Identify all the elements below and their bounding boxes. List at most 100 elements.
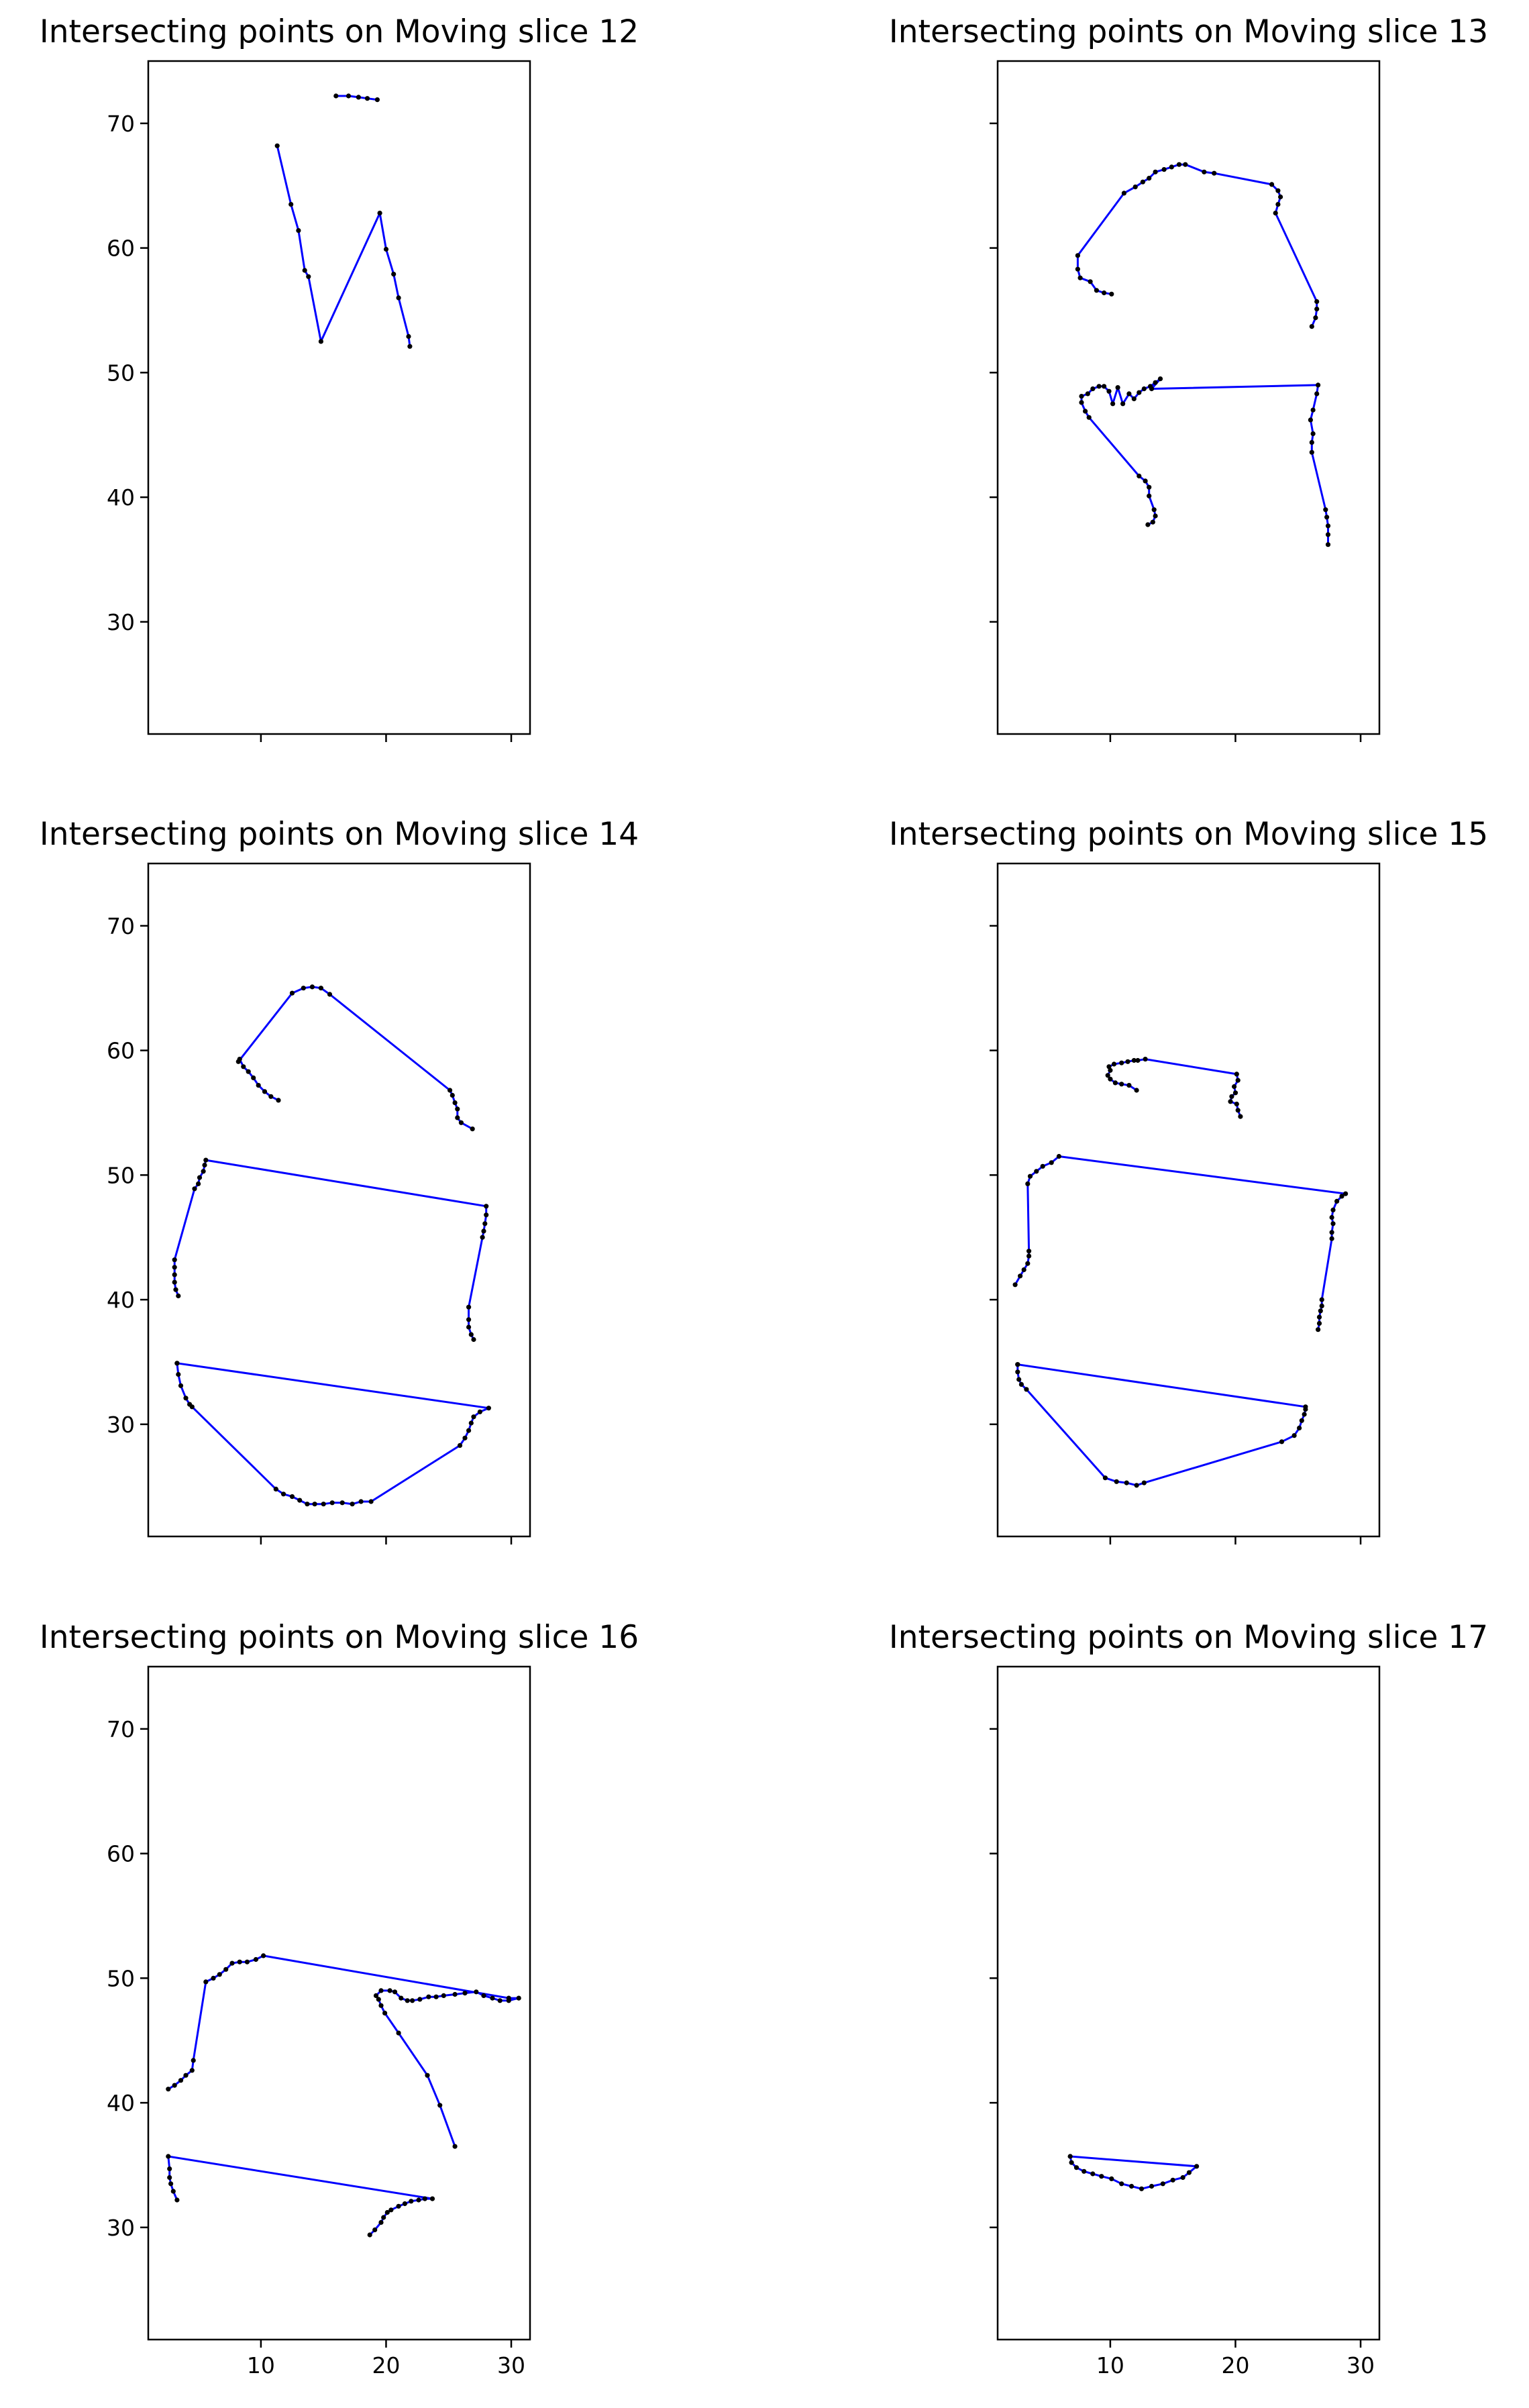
data-point [391, 272, 397, 277]
data-point [172, 1279, 177, 1285]
contour-line [276, 145, 411, 347]
data-point [1147, 176, 1152, 181]
data-point [1016, 1377, 1022, 1382]
data-point [1105, 1073, 1110, 1078]
data-point [1303, 1404, 1308, 1410]
data-point [466, 1324, 472, 1330]
data-point [333, 93, 339, 99]
data-point [468, 1332, 474, 1337]
data-point [1235, 1108, 1241, 1113]
data-point [1157, 376, 1163, 382]
data-point [189, 2068, 195, 2073]
y-tick-label: 40 [107, 484, 135, 511]
data-point [327, 992, 333, 997]
x-tick-label: 10 [1096, 2352, 1124, 2378]
data-point [1027, 1173, 1033, 1179]
data-point [1119, 2181, 1124, 2187]
data-point [516, 1995, 521, 2001]
data-point [1153, 380, 1158, 385]
data-point [211, 1975, 216, 1981]
data-point [378, 2003, 384, 2008]
data-point [1319, 1297, 1324, 1302]
data-point [166, 2154, 171, 2159]
data-point [1299, 1418, 1304, 1423]
data-point [1143, 1057, 1148, 1062]
data-point [1125, 1059, 1130, 1064]
data-point [1316, 1314, 1322, 1320]
data-point [1131, 396, 1137, 402]
data-point [1102, 1475, 1108, 1481]
data-point [244, 1959, 250, 1965]
y-tick-label: 70 [107, 111, 135, 137]
data-point [1212, 170, 1217, 176]
contour-line [1106, 1058, 1242, 1117]
data-point [312, 1502, 317, 1507]
data-point [229, 1960, 235, 1966]
data-point [1034, 1169, 1039, 1174]
data-point [1269, 182, 1275, 187]
data-point [305, 1502, 310, 1507]
data-point [410, 1998, 415, 2003]
data-point [166, 2087, 171, 2092]
data-point [1018, 1273, 1023, 1279]
data-point [318, 339, 323, 344]
data-point [1121, 191, 1126, 196]
data-point [246, 1069, 251, 1074]
data-point [1119, 1060, 1124, 1065]
data-point [1090, 386, 1096, 392]
data-point [176, 1293, 181, 1299]
data-point [1134, 1088, 1139, 1093]
data-point [1310, 407, 1316, 413]
data-point [1079, 400, 1084, 405]
data-point [1119, 1082, 1124, 1087]
data-point [1323, 507, 1328, 513]
data-point [1129, 2183, 1135, 2189]
subplot-5: Intersecting points on Moving slice 17 10… [889, 1619, 1488, 2378]
data-point [1343, 1191, 1349, 1196]
data-point [455, 1115, 460, 1120]
data-point [1160, 2181, 1165, 2187]
data-point [406, 333, 411, 339]
data-point [378, 1988, 384, 1993]
data-point [167, 2175, 172, 2181]
data-point [1170, 2177, 1175, 2183]
data-point [384, 2209, 390, 2215]
contour-line [173, 1159, 488, 1341]
data-point [173, 1287, 178, 1292]
data-point [1109, 2176, 1114, 2181]
subplot-0: Intersecting points on Moving slice 12 30… [40, 13, 639, 742]
data-point [433, 1994, 439, 1999]
data-point [321, 1502, 326, 1507]
data-point [399, 1995, 404, 2001]
y-tick-label: 60 [107, 1038, 135, 1064]
data-point [1137, 390, 1142, 395]
data-point [1278, 194, 1283, 200]
data-point [462, 1435, 468, 1441]
data-point [471, 1337, 476, 1343]
data-point [1150, 519, 1155, 525]
data-point [192, 1186, 197, 1192]
data-point [1114, 1479, 1119, 1484]
data-point [1330, 1221, 1336, 1226]
data-point [262, 1089, 268, 1094]
data-point [1124, 1480, 1129, 1485]
data-point [1314, 299, 1320, 305]
data-point [441, 1993, 446, 1998]
data-point [1325, 542, 1331, 547]
subplot-title: Intersecting points on Moving slice 17 [889, 1619, 1488, 1656]
data-point [261, 1953, 266, 1958]
subplot-title: Intersecting points on Moving slice 14 [40, 816, 639, 853]
data-point [477, 1409, 483, 1414]
data-point [1088, 279, 1093, 284]
x-tick-label: 30 [497, 2352, 525, 2378]
data-point [183, 2073, 189, 2078]
data-point [383, 246, 389, 252]
data-point [1073, 2165, 1079, 2170]
data-point [402, 2201, 408, 2207]
data-point [452, 1991, 458, 1997]
data-point [1229, 1094, 1234, 1099]
data-point [306, 274, 311, 279]
subplot-title: Intersecting points on Moving slice 16 [40, 1619, 639, 1656]
data-point [1082, 2168, 1087, 2174]
data-point [1067, 2154, 1073, 2159]
